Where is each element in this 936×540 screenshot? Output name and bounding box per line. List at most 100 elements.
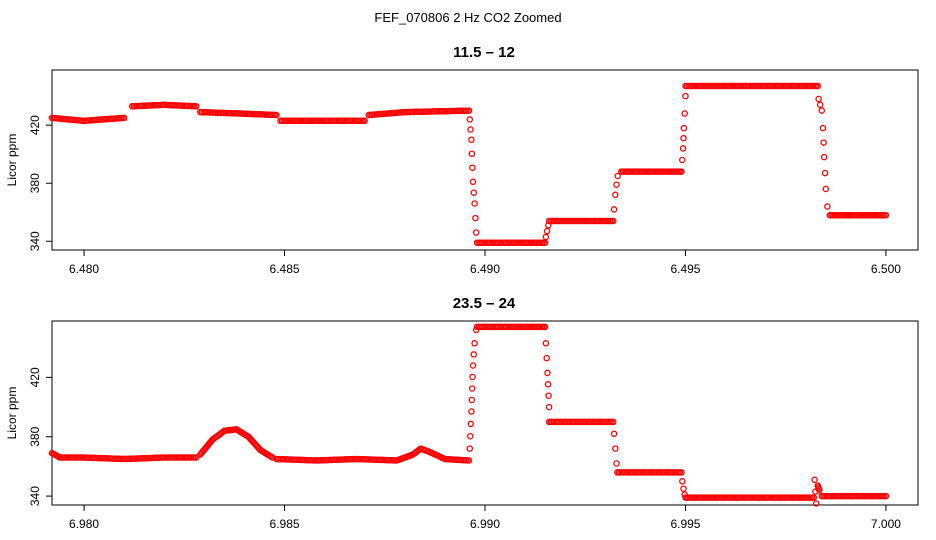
data-point xyxy=(361,117,368,125)
x-tick-label: 6.490 xyxy=(470,262,500,276)
data-point xyxy=(472,214,479,222)
x-axis: 6.980 6.985 6.990 6.995 7.000 xyxy=(69,505,901,531)
data-point xyxy=(193,103,200,110)
data-point xyxy=(824,203,831,210)
y-tick-label: 340 xyxy=(28,486,42,506)
y-tick-label: 420 xyxy=(28,115,42,135)
y-axis: 340 380 420 xyxy=(28,367,52,506)
x-tick-label: 6.995 xyxy=(670,517,700,531)
x-tick-label: 7.000 xyxy=(871,517,901,531)
x-tick-label: 6.485 xyxy=(270,262,300,276)
plot-frame xyxy=(51,69,919,251)
data-point xyxy=(680,124,688,132)
data-point xyxy=(542,233,550,241)
data-point xyxy=(811,476,818,484)
data-point xyxy=(681,110,688,117)
y-tick-label: 380 xyxy=(28,173,42,193)
data-point xyxy=(469,164,476,171)
data-point xyxy=(541,323,549,331)
data-point xyxy=(469,373,476,381)
data-point xyxy=(820,153,828,161)
panel-title: 23.5 – 24 xyxy=(453,295,516,312)
data-point xyxy=(468,136,475,143)
data-point xyxy=(815,95,822,103)
data-point xyxy=(679,156,686,164)
data-point xyxy=(816,486,823,494)
x-tick-label: 6.480 xyxy=(69,262,99,276)
data-point xyxy=(678,469,685,476)
plot-frame xyxy=(51,320,919,506)
data-point xyxy=(468,150,476,157)
data-point xyxy=(543,227,551,235)
data-point xyxy=(822,185,830,193)
x-tick-label: 6.980 xyxy=(69,517,99,531)
data-point xyxy=(680,134,687,142)
data-point xyxy=(466,445,474,452)
x-tick-label: 6.985 xyxy=(270,517,300,531)
x-tick-label: 6.500 xyxy=(871,262,901,276)
data-point xyxy=(821,169,829,177)
data-point xyxy=(193,454,200,461)
data-point xyxy=(468,396,476,404)
data-point xyxy=(471,340,478,347)
panel-top: 11.5 – 12 6.480 6.485 6.490 6.495 6.500 3403… xyxy=(5,44,919,276)
data-point xyxy=(470,189,478,196)
data-point xyxy=(469,362,477,369)
data-point xyxy=(467,420,475,428)
data-point xyxy=(468,385,476,392)
data-point xyxy=(610,217,617,225)
data-point xyxy=(545,403,553,411)
data-point xyxy=(467,126,474,133)
data-point xyxy=(682,92,689,100)
data-point xyxy=(612,445,619,452)
data-point xyxy=(542,340,550,347)
data-point xyxy=(679,145,687,152)
data-point xyxy=(814,82,822,90)
data-point xyxy=(544,369,551,377)
data-point xyxy=(467,432,474,440)
data-point xyxy=(466,116,474,123)
data-point xyxy=(472,229,480,236)
panel-bottom: 23.5 – 24 6.980 6.985 6.990 6.995 7.000 3403… xyxy=(5,295,919,531)
data-point xyxy=(469,178,477,186)
x-axis: 6.480 6.485 6.490 6.495 6.500 xyxy=(69,250,901,276)
panel-title: 11.5 – 12 xyxy=(453,44,515,61)
data-point xyxy=(610,206,618,213)
data-point xyxy=(612,191,619,199)
data-point xyxy=(269,454,276,461)
data-point xyxy=(613,460,620,467)
data-point xyxy=(471,200,478,207)
data-point xyxy=(679,478,686,485)
data-point xyxy=(465,457,473,464)
data-point xyxy=(812,500,820,507)
y-tick-label: 420 xyxy=(28,367,42,387)
y-axis-label: Licor ppm xyxy=(5,387,19,440)
y-tick-label: 340 xyxy=(28,231,42,251)
y-axis: 340 380 420 xyxy=(28,115,52,251)
data-point xyxy=(882,492,890,500)
data-point xyxy=(545,392,552,399)
data-point xyxy=(678,168,685,175)
data-point xyxy=(120,114,128,122)
data-point xyxy=(818,107,826,114)
figure-title: FEF_070806 2 Hz CO2 Zoomed xyxy=(374,10,561,25)
data-point xyxy=(273,111,280,119)
data-point xyxy=(614,172,621,180)
y-tick-label: 380 xyxy=(28,426,42,446)
y-axis-label: Licor ppm xyxy=(5,134,19,187)
data-point xyxy=(613,181,620,188)
data-point xyxy=(820,139,827,146)
data-point xyxy=(544,381,552,388)
data-point xyxy=(470,351,478,358)
data-point xyxy=(810,494,818,501)
data-point xyxy=(543,354,550,362)
data-point xyxy=(882,211,890,219)
data-points xyxy=(48,82,890,246)
data-point xyxy=(541,239,549,246)
data-point xyxy=(610,418,617,426)
x-tick-label: 6.990 xyxy=(470,517,500,531)
data-points xyxy=(48,323,890,507)
x-tick-label: 6.495 xyxy=(670,262,700,276)
